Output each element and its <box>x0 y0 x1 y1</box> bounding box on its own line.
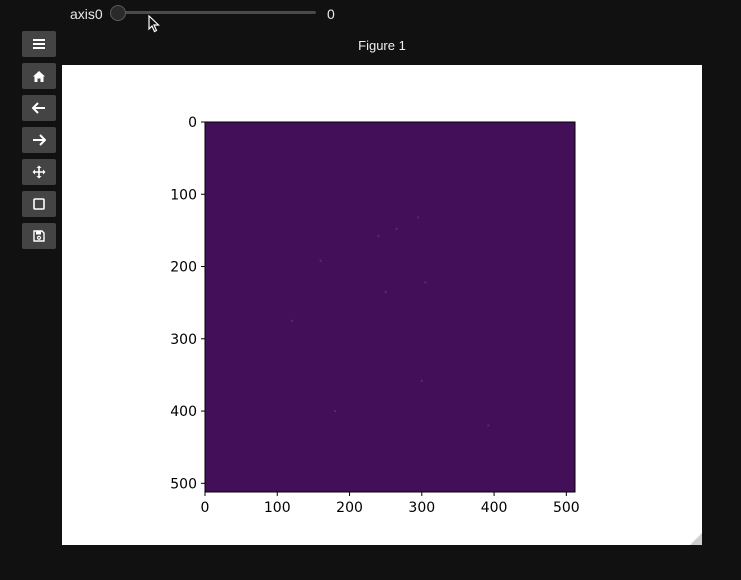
x-tick-label: 100 <box>264 500 291 516</box>
menu-button[interactable] <box>22 31 56 57</box>
zoom-rect-icon <box>33 198 45 210</box>
axes-frame <box>204 121 576 493</box>
back-arrow-icon <box>32 102 45 114</box>
x-tick-label: 300 <box>408 500 435 516</box>
heatmap-point <box>377 235 380 238</box>
heatmap-point <box>417 216 420 219</box>
menu-icon <box>33 39 45 49</box>
heatmap-point <box>334 410 337 413</box>
y-tick-label: 400 <box>170 404 197 420</box>
heatmap-point <box>319 259 322 262</box>
axis-slider-row: axis0 0 <box>0 0 741 33</box>
forward-button[interactable] <box>22 127 56 153</box>
save-button[interactable] <box>22 223 56 249</box>
heatmap-point <box>420 379 423 382</box>
heatmap-point <box>395 227 398 230</box>
slider-value: 0 <box>327 6 335 22</box>
resize-grip-icon[interactable] <box>690 533 702 545</box>
pan-button[interactable] <box>22 159 56 185</box>
y-tick-label: 200 <box>170 260 197 276</box>
y-tick-label: 0 <box>188 115 197 131</box>
slider-thumb[interactable] <box>110 5 126 21</box>
home-button[interactable] <box>22 63 56 89</box>
heatmap-point <box>290 319 293 322</box>
slider-label: axis0 <box>70 6 103 22</box>
figure-canvas[interactable]: 0 100 200 300 400 500 0 100 200 300 400 500 <box>62 65 702 545</box>
y-tick-label: 100 <box>170 187 197 203</box>
y-tick-label: 500 <box>170 476 197 492</box>
figure-title: Figure 1 <box>358 38 406 53</box>
save-icon <box>33 230 45 242</box>
y-tick-label: 300 <box>170 332 197 348</box>
slider-track[interactable] <box>118 11 316 14</box>
back-button[interactable] <box>22 95 56 121</box>
pan-icon <box>32 165 46 179</box>
forward-arrow-icon <box>33 134 46 146</box>
heatmap-point <box>487 424 490 427</box>
zoom-rect-button[interactable] <box>22 191 56 217</box>
heatmap-image <box>205 122 575 492</box>
x-tick-label: 500 <box>553 500 580 516</box>
mouse-cursor-icon <box>148 15 160 33</box>
x-tick-label: 0 <box>201 500 210 516</box>
home-icon <box>33 70 45 82</box>
heatmap-point <box>384 290 387 293</box>
heatmap-point <box>424 281 427 284</box>
x-tick-label: 200 <box>336 500 363 516</box>
x-tick-label: 400 <box>481 500 508 516</box>
